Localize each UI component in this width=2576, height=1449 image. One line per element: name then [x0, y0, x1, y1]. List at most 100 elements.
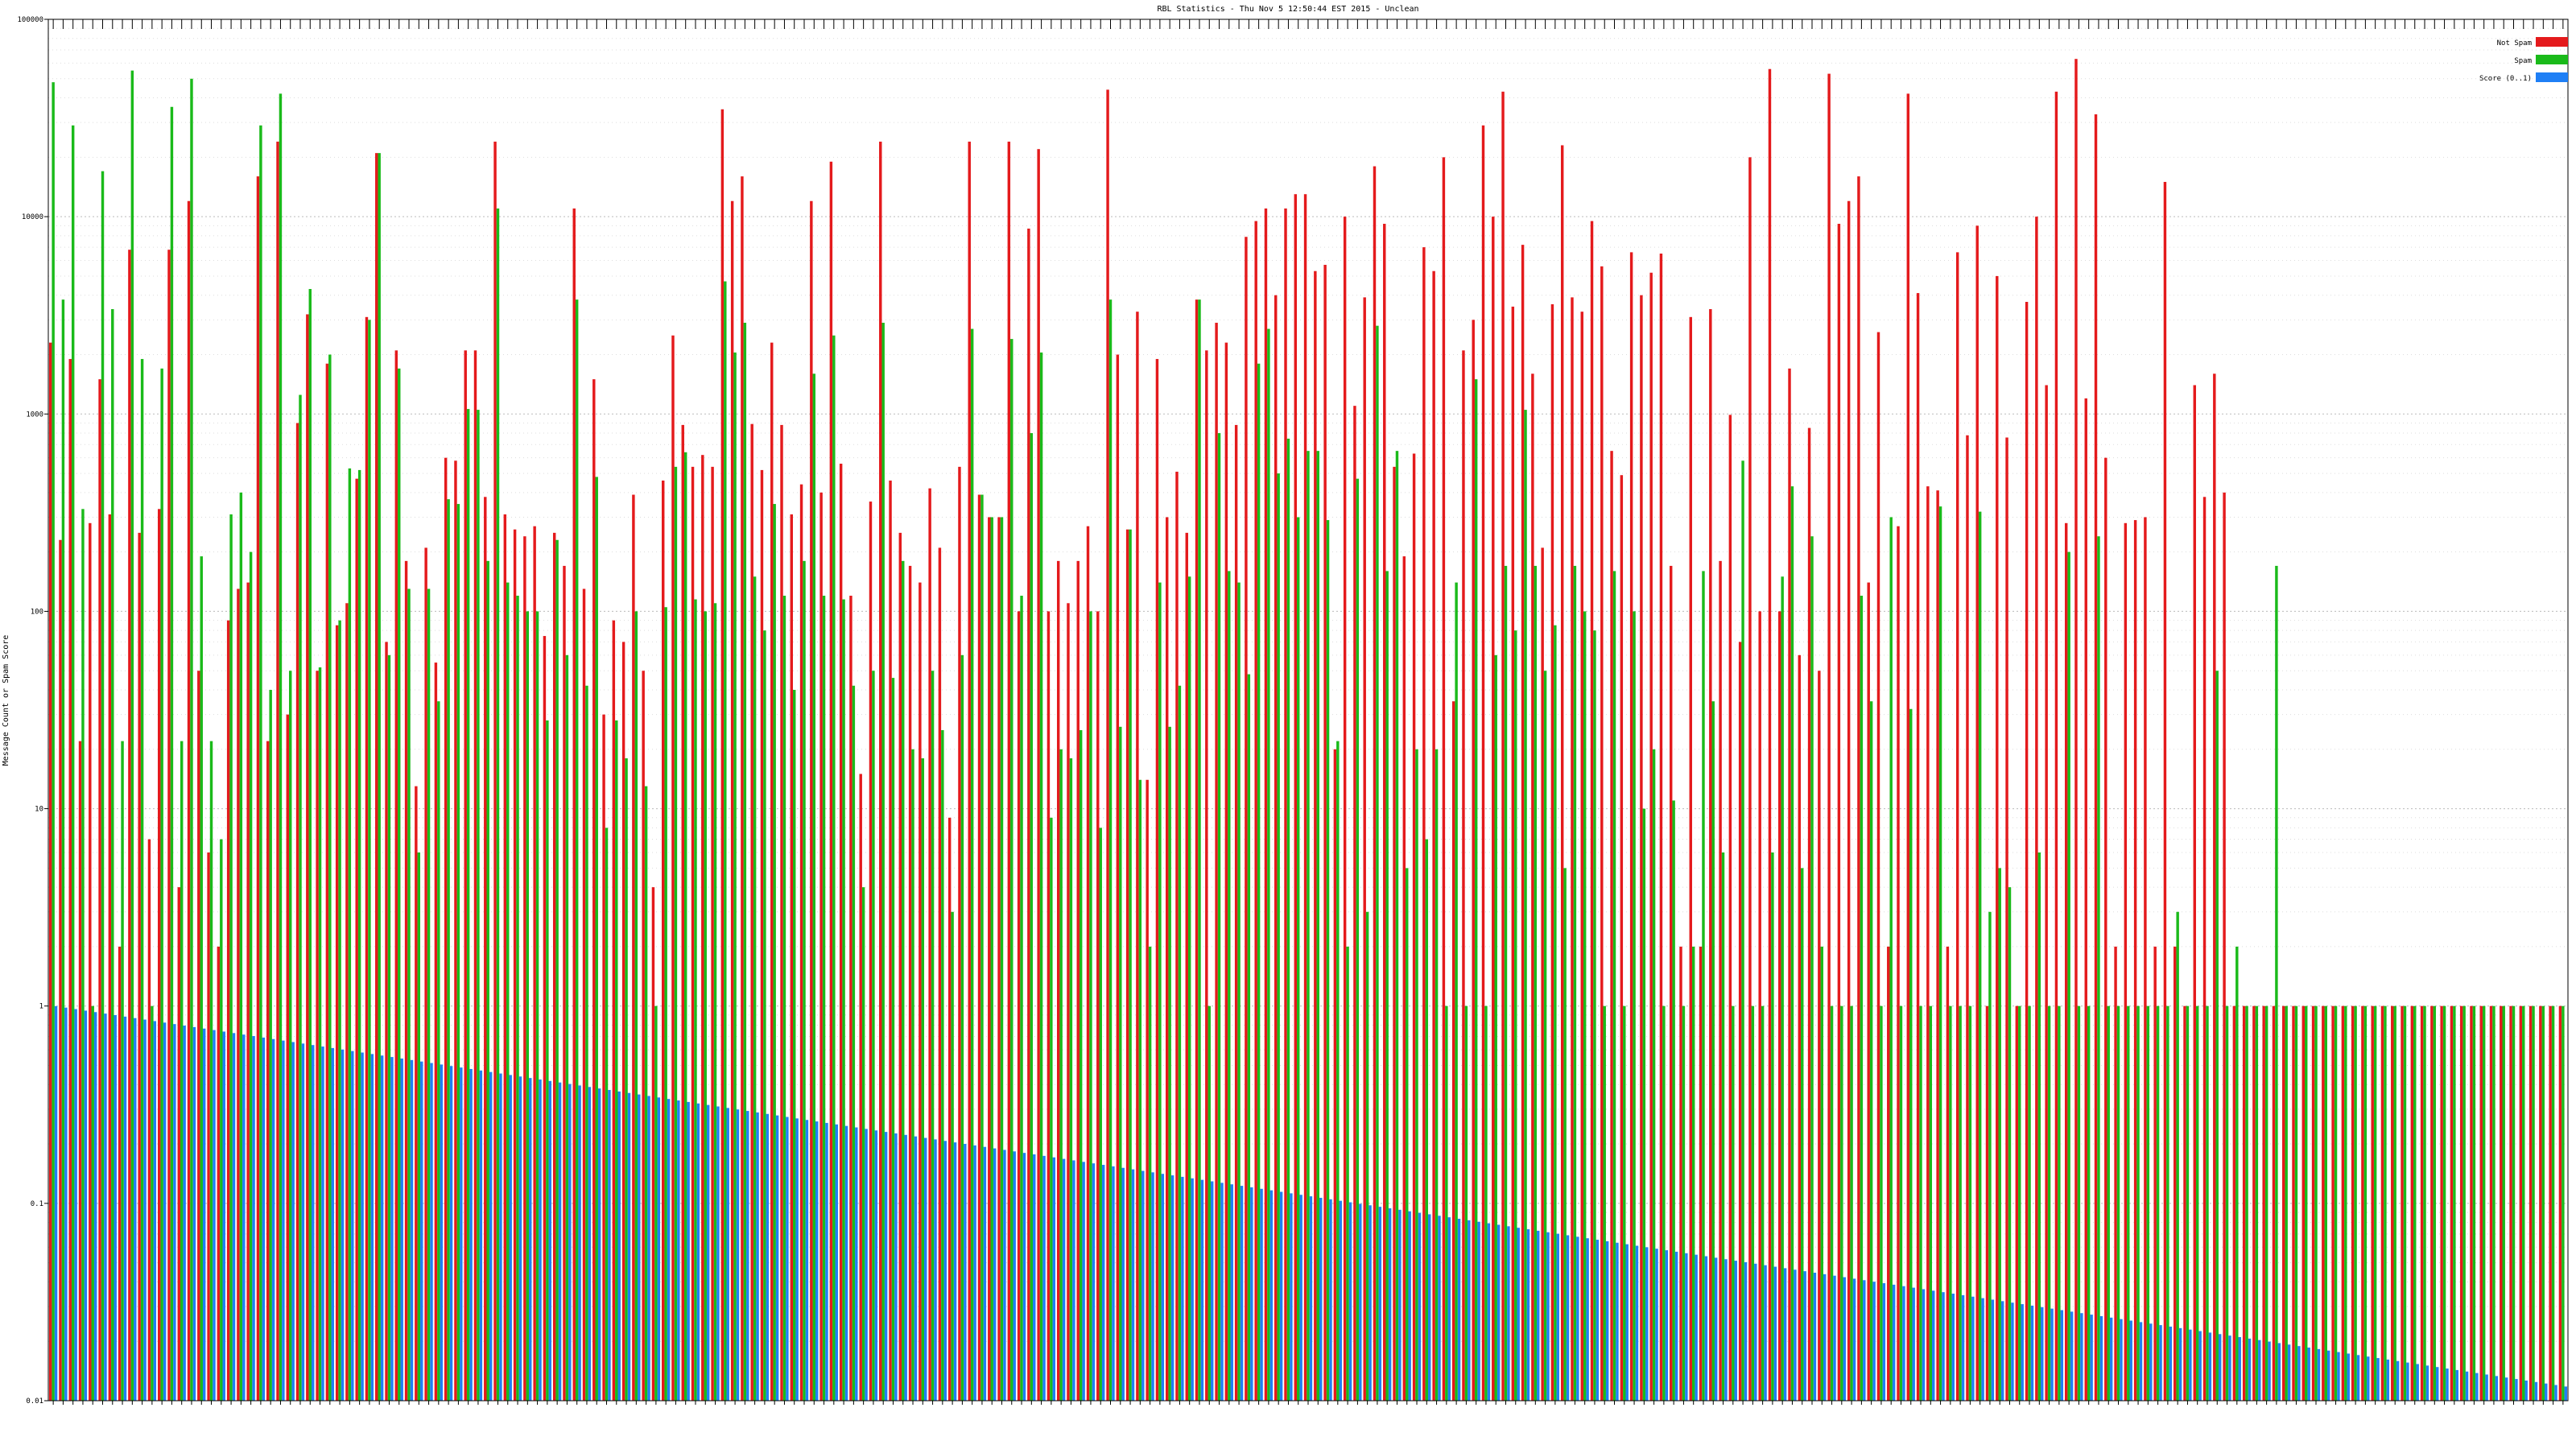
bar-score [2564, 1386, 2568, 1401]
bar-not-spam [158, 509, 161, 1401]
bar-spam [130, 70, 134, 1402]
bar-score [805, 1120, 809, 1401]
bar-not-spam [1679, 946, 1682, 1401]
bar-spam [713, 603, 717, 1401]
bar-not-spam [2529, 1005, 2533, 1401]
bar-score [291, 1042, 295, 1401]
bar-score [608, 1090, 611, 1401]
bar-spam [1998, 868, 2001, 1401]
bar-score [2297, 1346, 2301, 1401]
bar-score [1042, 1155, 1046, 1401]
bar-not-spam [642, 671, 645, 1401]
bar-score [706, 1104, 710, 1401]
bar-spam [683, 452, 687, 1401]
bar-spam [2245, 1005, 2248, 1401]
bar-not-spam [2371, 1005, 2374, 1401]
bar-score [1517, 1228, 1520, 1401]
bar-not-spam [720, 109, 724, 1402]
bar-score [529, 1078, 532, 1401]
bar-score [2495, 1376, 2499, 1401]
bar-not-spam [503, 514, 507, 1401]
bar-spam [81, 509, 85, 1401]
bar-not-spam [1195, 299, 1199, 1402]
bar-score [134, 1018, 137, 1401]
bar-not-spam [552, 532, 556, 1401]
bar-score [865, 1129, 868, 1401]
bar-score [469, 1068, 473, 1401]
bar-score [1033, 1154, 1036, 1401]
bar-not-spam [217, 946, 221, 1401]
bar-score [647, 1096, 650, 1401]
bar-spam [822, 596, 826, 1401]
bar-score [1170, 1175, 1174, 1401]
bar-score [1487, 1223, 1491, 1401]
bar-score [1942, 1292, 1945, 1401]
bar-not-spam [997, 517, 1001, 1401]
bar-score [489, 1071, 493, 1401]
bar-score [232, 1033, 236, 1401]
bar-score [1991, 1299, 1995, 1401]
bar-score [2367, 1356, 2370, 1401]
bar-not-spam [404, 560, 408, 1401]
bar-not-spam [48, 342, 52, 1401]
bar-not-spam [2174, 946, 2177, 1401]
bar-spam [2433, 1005, 2437, 1401]
bar-not-spam [454, 460, 457, 1401]
bar-spam [2028, 1005, 2031, 1401]
bar-not-spam [1076, 560, 1080, 1401]
bar-spam [466, 409, 470, 1401]
bar-not-spam [2084, 398, 2087, 1401]
bar-spam [2423, 1005, 2426, 1401]
bar-not-spam [1670, 565, 1673, 1401]
bar-not-spam [612, 620, 616, 1401]
bar-not-spam [316, 671, 319, 1401]
bar-spam [1612, 571, 1616, 1401]
bar-score [568, 1084, 572, 1401]
bar-score [252, 1036, 255, 1401]
bar-spam [733, 352, 737, 1402]
bar-score [479, 1070, 483, 1401]
legend-swatch [2536, 37, 2568, 47]
bar-score [1794, 1269, 1797, 1401]
bar-score [855, 1127, 858, 1401]
y-tick-label: 0.01 [26, 1397, 43, 1406]
bar-score [1843, 1277, 1846, 1401]
bar-score [271, 1038, 275, 1401]
bar-score [2317, 1348, 2321, 1401]
bar-not-spam [1492, 217, 1495, 1402]
bar-spam [960, 654, 964, 1401]
bar-spam [2532, 1005, 2535, 1401]
bar-spam [1217, 433, 1221, 1402]
bar-not-spam [730, 200, 734, 1401]
bar-score [2277, 1343, 2281, 1401]
bar-score [410, 1059, 414, 1401]
bar-not-spam [1975, 225, 1979, 1401]
bar-spam [1138, 779, 1142, 1401]
bar-not-spam [1224, 342, 1228, 1401]
bar-spam [1504, 565, 1508, 1401]
bar-not-spam [1807, 427, 1811, 1401]
bar-score [2258, 1340, 2261, 1401]
bar-not-spam [1412, 453, 1416, 1401]
bar-spam [1079, 730, 1083, 1401]
bar-spam [2305, 1005, 2308, 1401]
bar-not-spam [2163, 181, 2167, 1401]
bar-spam [1949, 1005, 1952, 1401]
bar-spam [2018, 1005, 2021, 1401]
bar-score [420, 1061, 423, 1401]
bar-score [2554, 1385, 2557, 1401]
bar-spam [1830, 1005, 1834, 1401]
bar-spam [387, 654, 391, 1401]
bar-score [973, 1145, 976, 1401]
bar-not-spam [859, 774, 862, 1401]
bar-spam [1119, 726, 1122, 1401]
bar-spam [1593, 630, 1596, 1401]
bar-score [835, 1124, 838, 1401]
bar-score [1892, 1284, 1896, 1401]
bar-spam [1691, 946, 1695, 1401]
bar-score [123, 1016, 127, 1401]
bar-score [1507, 1226, 1510, 1401]
bar-not-spam [1314, 270, 1317, 1402]
bar-not-spam [2213, 374, 2216, 1401]
bar-not-spam [1175, 471, 1179, 1401]
